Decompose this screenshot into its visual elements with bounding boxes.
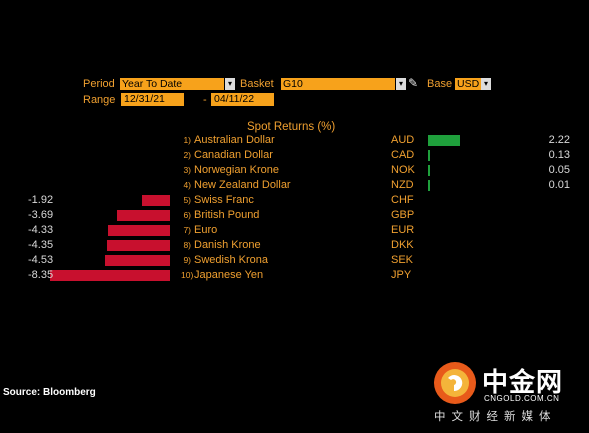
row-currency-code: JPY: [391, 269, 412, 281]
period-select[interactable]: Year To Date: [120, 78, 224, 90]
basket-label: Basket: [240, 78, 274, 90]
row-value-label: -4.35: [28, 239, 54, 251]
row-currency-name: Swiss Franc: [194, 194, 254, 206]
row-value-label: 0.05: [548, 164, 570, 176]
range-start-input[interactable]: 12/31/21: [121, 93, 184, 106]
row-currency-name: Euro: [194, 224, 218, 236]
positive-bar: [428, 165, 430, 176]
row-rank: 6): [183, 210, 191, 220]
range-end-input[interactable]: 04/11/22: [211, 93, 274, 106]
row-rank: 8): [183, 240, 191, 250]
logo-tagline: 中文财经新媒体: [434, 411, 557, 423]
row-rank: 5): [183, 195, 191, 205]
row-value-label: -4.33: [28, 224, 54, 236]
negative-bar: [117, 210, 170, 221]
negative-bar: [50, 270, 170, 281]
negative-bar: [142, 195, 170, 206]
row-currency-name: Australian Dollar: [194, 134, 275, 146]
base-select[interactable]: USD: [455, 78, 481, 90]
row-rank: 10): [181, 270, 194, 280]
negative-bar: [105, 255, 170, 266]
cngold-logo: 中金网 CNGOLD.COM.CN 中文财经新媒体: [432, 358, 582, 428]
row-value-label: -3.69: [28, 209, 54, 221]
chart-title: Spot Returns (%): [247, 121, 336, 133]
period-label: Period: [83, 78, 115, 90]
row-currency-name: British Pound: [194, 209, 260, 221]
source-note: Source: Bloomberg: [3, 387, 96, 398]
period-dropdown-icon[interactable]: ▾: [225, 78, 235, 90]
row-rank: 4): [183, 180, 191, 190]
base-label: Base: [427, 78, 453, 90]
row-currency-code: NZD: [391, 179, 414, 191]
negative-bar: [107, 240, 170, 251]
row-rank: 9): [183, 255, 191, 265]
positive-bar: [428, 180, 430, 191]
row-currency-code: NOK: [391, 164, 415, 176]
row-rank: 7): [183, 225, 191, 235]
row-value-label: -1.92: [28, 194, 54, 206]
row-currency-code: CAD: [391, 149, 415, 161]
row-currency-name: Swedish Krona: [194, 254, 268, 266]
row-value-label: 0.01: [548, 179, 570, 191]
row-currency-code: AUD: [391, 134, 415, 146]
row-currency-name: New Zealand Dollar: [194, 179, 291, 191]
range-label: Range: [83, 94, 116, 106]
row-value-label: -8.35: [28, 269, 54, 281]
row-rank: 3): [183, 165, 191, 175]
row-currency-name: Japanese Yen: [194, 269, 264, 281]
pencil-icon[interactable]: ✎: [408, 76, 419, 90]
row-rank: 2): [183, 150, 191, 160]
base-dropdown-icon[interactable]: ▾: [481, 78, 491, 90]
row-currency-code: CHF: [391, 194, 414, 206]
row-currency-name: Danish Krone: [194, 239, 261, 251]
row-value-label: 2.22: [548, 134, 570, 146]
row-currency-code: GBP: [391, 209, 415, 221]
logo-brand: 中金网: [482, 367, 564, 397]
row-rank: 1): [183, 135, 191, 145]
row-currency-code: EUR: [391, 224, 415, 236]
row-currency-code: DKK: [391, 239, 414, 251]
positive-bar: [428, 135, 460, 146]
range-separator: -: [203, 94, 207, 106]
row-value-label: 0.13: [548, 149, 570, 161]
negative-bar: [108, 225, 170, 236]
logo-mark-icon: [434, 362, 476, 404]
row-value-label: -4.53: [28, 254, 54, 266]
positive-bar: [428, 150, 430, 161]
logo-url: CNGOLD.COM.CN: [484, 394, 560, 403]
row-currency-name: Canadian Dollar: [194, 149, 273, 161]
basket-select[interactable]: G10: [281, 78, 395, 90]
basket-dropdown-icon[interactable]: ▾: [396, 78, 406, 90]
row-currency-name: Norwegian Krone: [194, 164, 279, 176]
row-currency-code: SEK: [391, 254, 414, 266]
